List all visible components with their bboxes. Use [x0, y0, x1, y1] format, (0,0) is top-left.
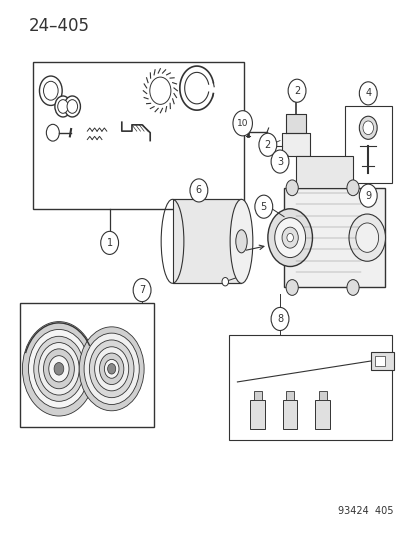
Circle shape	[79, 327, 144, 411]
Circle shape	[348, 214, 385, 261]
Circle shape	[95, 347, 128, 391]
Circle shape	[358, 116, 376, 139]
Circle shape	[49, 356, 69, 382]
Circle shape	[28, 329, 89, 408]
Text: 1: 1	[106, 238, 112, 248]
Circle shape	[43, 349, 74, 389]
Text: 6: 6	[195, 185, 202, 196]
Circle shape	[286, 233, 293, 242]
Bar	[20, 303, 154, 426]
Circle shape	[22, 321, 95, 416]
Circle shape	[233, 111, 252, 136]
Bar	[250, 400, 264, 429]
Bar	[318, 391, 326, 400]
Bar	[375, 357, 385, 366]
Circle shape	[281, 227, 297, 248]
Bar	[172, 199, 241, 283]
Circle shape	[38, 343, 79, 395]
Circle shape	[271, 308, 288, 330]
Circle shape	[362, 121, 373, 135]
Circle shape	[67, 100, 77, 114]
Bar	[344, 107, 391, 183]
Circle shape	[346, 180, 358, 196]
Bar	[282, 400, 297, 429]
Circle shape	[39, 76, 62, 106]
Text: 2: 2	[293, 86, 299, 96]
Circle shape	[55, 96, 71, 117]
Circle shape	[107, 364, 116, 374]
Circle shape	[104, 359, 119, 378]
Circle shape	[84, 333, 139, 405]
Bar	[283, 188, 385, 287]
Circle shape	[150, 77, 171, 104]
Text: 10: 10	[236, 119, 248, 128]
Circle shape	[254, 195, 272, 218]
Text: 2: 2	[264, 140, 271, 150]
Circle shape	[190, 179, 207, 202]
Ellipse shape	[235, 230, 247, 253]
Circle shape	[221, 278, 228, 286]
Circle shape	[285, 280, 297, 295]
Circle shape	[43, 82, 58, 100]
Ellipse shape	[230, 199, 252, 283]
Circle shape	[267, 141, 275, 151]
Circle shape	[258, 133, 276, 156]
Circle shape	[100, 231, 118, 254]
Circle shape	[133, 279, 151, 302]
Text: 93424  405: 93424 405	[337, 506, 393, 516]
Bar	[296, 156, 352, 188]
Text: 8: 8	[276, 314, 282, 324]
Circle shape	[346, 280, 358, 295]
Polygon shape	[281, 133, 310, 156]
Bar	[285, 391, 294, 400]
Text: 24–405: 24–405	[28, 17, 89, 35]
Circle shape	[54, 362, 64, 375]
Circle shape	[46, 124, 59, 141]
Circle shape	[99, 353, 123, 384]
Circle shape	[64, 96, 80, 117]
Text: 7: 7	[139, 285, 145, 295]
Text: 9: 9	[364, 191, 370, 200]
Circle shape	[57, 100, 68, 114]
Circle shape	[274, 217, 305, 257]
Circle shape	[285, 180, 297, 196]
Bar	[315, 400, 329, 429]
Circle shape	[355, 223, 377, 252]
Circle shape	[287, 79, 305, 102]
Bar	[253, 391, 261, 400]
Bar	[33, 62, 243, 209]
Circle shape	[358, 184, 376, 207]
Circle shape	[267, 209, 312, 266]
Polygon shape	[292, 96, 299, 101]
Circle shape	[271, 150, 288, 173]
Circle shape	[89, 340, 134, 398]
Circle shape	[34, 336, 84, 401]
Text: 5: 5	[260, 201, 266, 212]
Bar	[370, 352, 393, 370]
Text: 3: 3	[276, 157, 282, 167]
Text: 4: 4	[364, 88, 370, 99]
Bar	[229, 335, 391, 440]
Circle shape	[358, 82, 376, 105]
Polygon shape	[285, 115, 306, 133]
